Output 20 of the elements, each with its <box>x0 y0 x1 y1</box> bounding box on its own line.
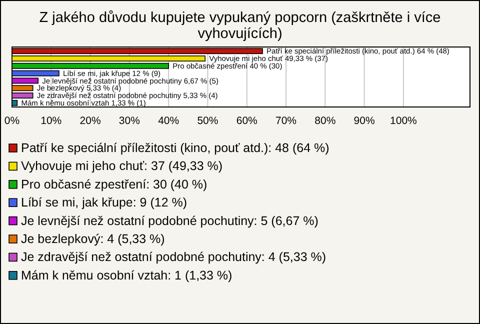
x-tick-label: 90% <box>354 115 375 127</box>
x-tick-label: 100% <box>390 115 417 127</box>
x-tick-label: 50% <box>197 115 218 127</box>
x-tick-label: 10% <box>40 115 62 127</box>
legend-label: Je zdravější než ostatní podobné pochutiny: 4 (5,33 %) <box>21 250 326 264</box>
legend-label: Je bezlepkový: 4 (5,33 %) <box>21 232 165 246</box>
x-tick-label: 30% <box>118 115 140 127</box>
legend-label: Pro občasné zpestření: 30 (40 %) <box>21 177 208 192</box>
x-tick-label: 60% <box>236 115 258 127</box>
legend-label: Líbí se mi, jak křupe: 9 (12 %) <box>21 196 188 210</box>
x-tick-label: 20% <box>80 115 101 127</box>
chart-title: Z jakého důvodu kupujete vypukaný popcorn (zaškrtněte i více vyhovujících) <box>39 10 441 42</box>
legend-label: Patří ke speciální příležitosti (kino, pouť atd.): 48 (64 %) <box>21 141 330 155</box>
legend-label: Je levnější než ostatní podobné pochutiny: 5 (6,67 %) <box>21 214 318 228</box>
legend-label: Mám k němu osobní vztah: 1 (1,33 %) <box>21 268 232 282</box>
legend-label: Vyhovuje mi jeho chuť: 37 (49,33 %) <box>21 159 223 174</box>
x-tick-label: 80% <box>314 115 336 127</box>
x-tick-label: 0% <box>4 115 20 127</box>
x-tick-label: 70% <box>276 115 297 127</box>
x-tick-label: 40% <box>158 115 180 127</box>
